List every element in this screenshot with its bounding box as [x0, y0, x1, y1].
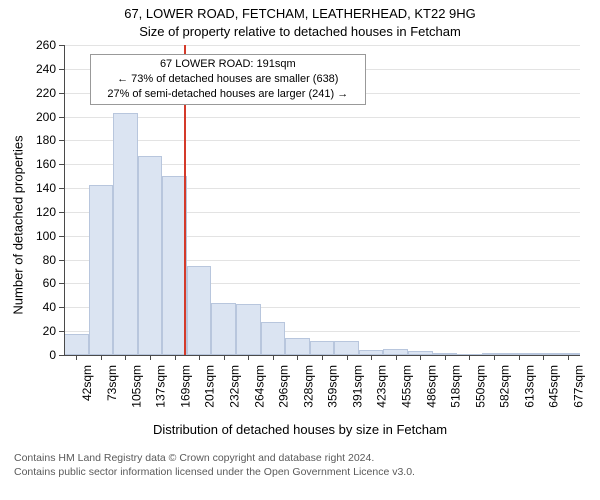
- y-tick-label: 120: [30, 205, 56, 219]
- gridline: [64, 140, 580, 141]
- x-axis-line: [64, 355, 580, 356]
- y-tick-label: 40: [30, 300, 56, 314]
- x-tick-label: 423sqm: [375, 365, 389, 408]
- x-tick-label: 169sqm: [179, 365, 193, 408]
- y-tick-label: 260: [30, 38, 56, 52]
- title-line2: Size of property relative to detached ho…: [0, 24, 600, 39]
- gridline: [64, 45, 580, 46]
- histogram-bar: [261, 322, 286, 355]
- y-tick-label: 160: [30, 157, 56, 171]
- x-tick-label: 550sqm: [473, 365, 487, 408]
- y-axis-label: Number of detached properties: [11, 135, 26, 314]
- callout-line: 67 LOWER ROAD: 191sqm: [97, 57, 359, 72]
- chart-container: 67, LOWER ROAD, FETCHAM, LEATHERHEAD, KT…: [0, 0, 600, 500]
- x-tick-label: 518sqm: [449, 365, 463, 408]
- y-tick-label: 0: [30, 348, 56, 362]
- histogram-bar: [211, 303, 236, 355]
- y-tick-label: 140: [30, 181, 56, 195]
- x-tick-label: 613sqm: [523, 365, 537, 408]
- callout-line: ← 73% of detached houses are smaller (63…: [97, 72, 359, 87]
- x-tick-label: 105sqm: [129, 365, 143, 408]
- y-tick-label: 220: [30, 86, 56, 100]
- histogram-bar: [64, 334, 89, 355]
- gridline: [64, 117, 580, 118]
- x-tick-label: 296sqm: [277, 365, 291, 408]
- histogram-bar: [236, 304, 261, 355]
- x-tick-label: 645sqm: [547, 365, 561, 408]
- x-tick-label: 264sqm: [252, 365, 266, 408]
- histogram-bar: [187, 266, 212, 355]
- x-tick-label: 677sqm: [572, 365, 586, 408]
- x-tick-label: 582sqm: [498, 365, 512, 408]
- y-axis-line: [64, 45, 65, 355]
- y-tick-label: 100: [30, 229, 56, 243]
- x-tick-label: 232sqm: [228, 365, 242, 408]
- histogram-bar: [138, 156, 163, 355]
- histogram-bar: [310, 341, 335, 355]
- histogram-bar: [89, 185, 114, 356]
- x-tick-label: 486sqm: [424, 365, 438, 408]
- callout-line: 27% of semi-detached houses are larger (…: [97, 87, 359, 102]
- x-tick-label: 391sqm: [351, 365, 365, 408]
- y-tick-label: 180: [30, 133, 56, 147]
- histogram-bar: [285, 338, 310, 355]
- x-tick-label: 455sqm: [400, 365, 414, 408]
- x-tick-label: 42sqm: [80, 365, 94, 401]
- footer-attribution: Contains HM Land Registry data © Crown c…: [14, 452, 590, 479]
- histogram-bar: [334, 341, 359, 355]
- x-tick-label: 137sqm: [154, 365, 168, 408]
- y-tick-label: 60: [30, 276, 56, 290]
- histogram-bar: [162, 176, 187, 355]
- y-tick-label: 20: [30, 324, 56, 338]
- y-tick-label: 240: [30, 62, 56, 76]
- histogram-bar: [113, 113, 138, 355]
- x-tick-label: 328sqm: [301, 365, 315, 408]
- y-tick-label: 80: [30, 253, 56, 267]
- y-tick-label: 200: [30, 110, 56, 124]
- x-axis-title: Distribution of detached houses by size …: [0, 422, 600, 437]
- x-tick-label: 73sqm: [105, 365, 119, 401]
- footer-line1: Contains HM Land Registry data © Crown c…: [14, 452, 590, 466]
- x-tick-label: 359sqm: [326, 365, 340, 408]
- x-tick-label: 201sqm: [203, 365, 217, 408]
- title-line1: 67, LOWER ROAD, FETCHAM, LEATHERHEAD, KT…: [0, 6, 600, 21]
- plot-area: 02040608010012014016018020022024026042sq…: [64, 44, 580, 355]
- property-callout: 67 LOWER ROAD: 191sqm← 73% of detached h…: [90, 54, 366, 105]
- footer-line2: Contains public sector information licen…: [14, 466, 590, 480]
